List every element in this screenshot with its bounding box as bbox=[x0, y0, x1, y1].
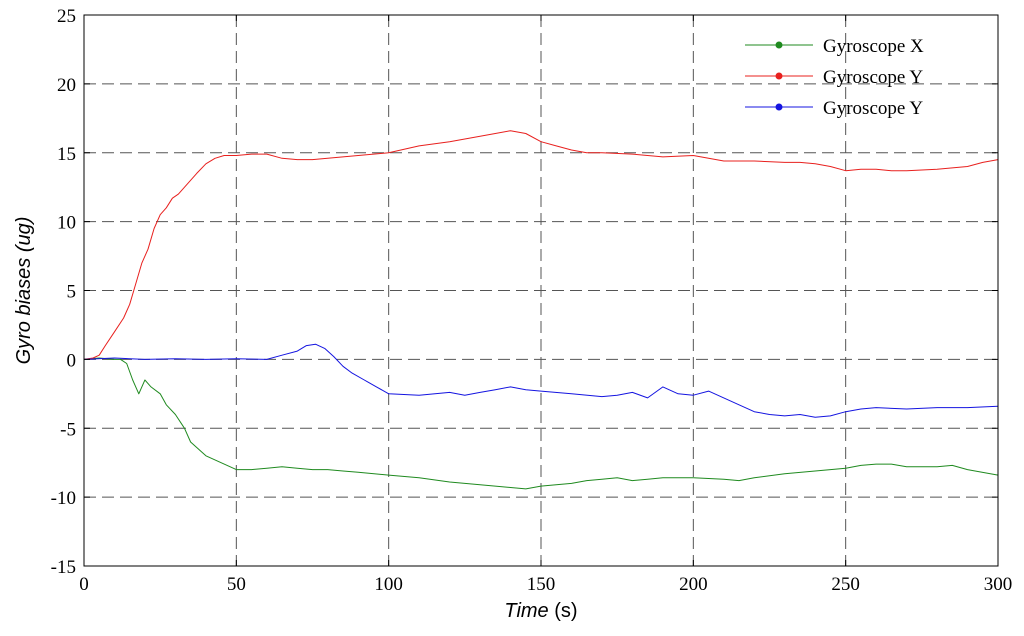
y-tick-label: -10 bbox=[51, 488, 76, 509]
y-axis-label: Gyro biases (ug) bbox=[13, 217, 35, 365]
x-tick-label: 150 bbox=[527, 574, 556, 595]
x-tick-label: 100 bbox=[374, 574, 403, 595]
x-axis-ticks: 0 50 100 150 200 250 300 bbox=[79, 15, 1012, 595]
y-tick-label: 20 bbox=[57, 75, 76, 96]
legend-label: Gyroscope X bbox=[823, 36, 924, 57]
y-tick-label: -5 bbox=[60, 419, 76, 440]
y-tick-label: 15 bbox=[57, 144, 76, 165]
legend-label: Gyroscope Y bbox=[823, 67, 923, 88]
series-lines bbox=[83, 130, 999, 490]
series-line-3 bbox=[83, 343, 999, 418]
y-tick-label: 25 bbox=[57, 6, 76, 27]
x-axis-label-unit: (s) bbox=[554, 600, 577, 622]
grid bbox=[84, 15, 998, 566]
x-tick-label: 250 bbox=[831, 574, 860, 595]
legend-marker bbox=[775, 41, 783, 49]
series-line-2 bbox=[83, 130, 999, 360]
series-line-1 bbox=[83, 357, 999, 490]
legend: Gyroscope X Gyroscope Y Gyroscope Y bbox=[745, 36, 924, 119]
y-tick-label: 0 bbox=[67, 350, 77, 371]
legend-marker bbox=[775, 103, 783, 111]
legend-marker bbox=[775, 72, 783, 80]
y-tick-label: 5 bbox=[67, 282, 77, 303]
x-tick-label: 50 bbox=[227, 574, 246, 595]
x-tick-label: 300 bbox=[984, 574, 1013, 595]
x-axis-label: Time (s) bbox=[504, 600, 577, 622]
x-tick-label: 0 bbox=[79, 574, 89, 595]
x-axis-label-name: Time bbox=[504, 600, 548, 622]
y-axis-ticks: -15 -10 -5 0 5 10 15 20 25 bbox=[51, 6, 998, 578]
x-tick-label: 200 bbox=[679, 574, 708, 595]
legend-label: Gyroscope Y bbox=[823, 98, 923, 119]
y-tick-label: -15 bbox=[51, 557, 76, 578]
y-tick-label: 10 bbox=[57, 213, 76, 234]
